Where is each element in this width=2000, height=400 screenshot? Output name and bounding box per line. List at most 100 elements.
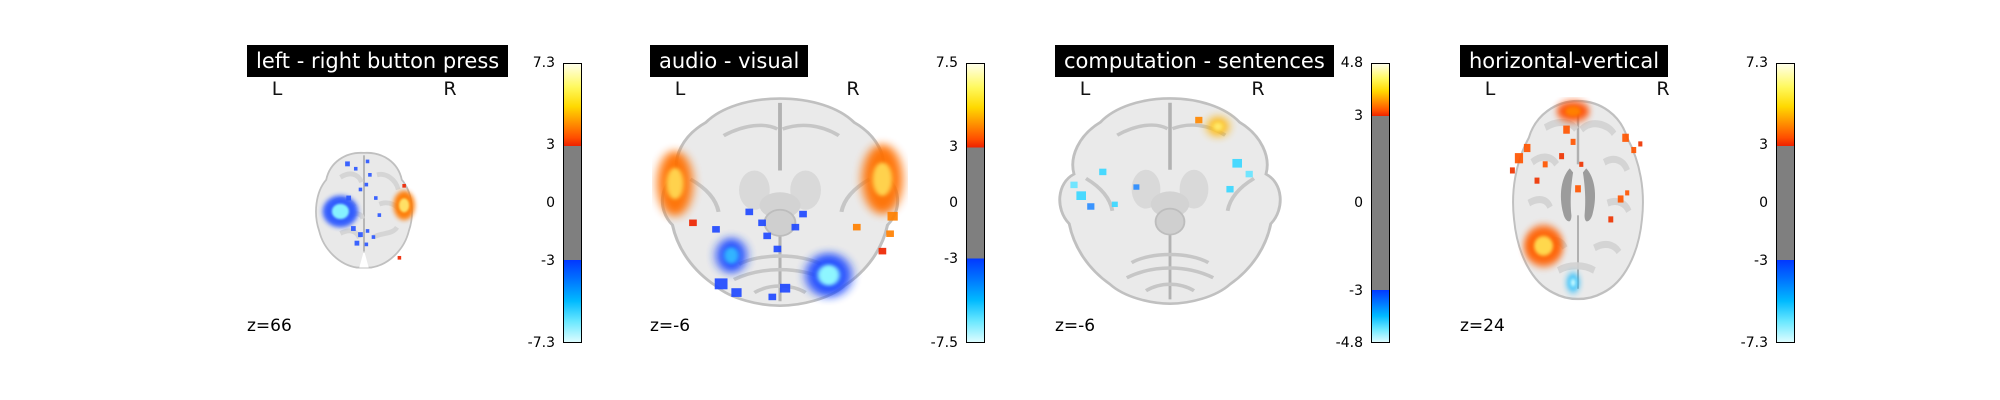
activation-voxel [763, 232, 772, 240]
activation-voxel [365, 229, 370, 233]
colorbar-tick-label: 3 [949, 139, 958, 155]
activation-voxel [371, 235, 376, 239]
panel-title: computation - sentences [1055, 45, 1334, 77]
activation-voxel [364, 242, 369, 247]
activation-voxel [714, 278, 728, 290]
panel-title: audio - visual [650, 45, 809, 77]
activation-cluster-core [723, 247, 739, 264]
activation-voxel [377, 213, 382, 217]
colorbar-tick-label: 3 [1759, 137, 1768, 154]
activation-voxel [773, 245, 782, 253]
right-hemisphere-label: R [846, 78, 860, 100]
activation-cluster-core [1565, 106, 1581, 117]
left-hemisphere-label: L [1484, 78, 1496, 100]
right-hemisphere-label: R [1251, 78, 1265, 100]
activation-voxel [346, 195, 352, 201]
activation-cluster-core [1570, 278, 1576, 288]
stat-map-panel: audio - visual L R z=-6 7.5 3 0 -3 -7.5 [593, 0, 1003, 400]
activation-voxel [758, 219, 766, 227]
brain-slice-image [652, 92, 908, 310]
activation-voxel [852, 223, 861, 231]
activation-voxel [886, 230, 894, 237]
activation-voxel [1133, 184, 1140, 190]
activation-voxel [374, 196, 378, 200]
colorbar-tick-label: -7.5 [930, 335, 958, 351]
activation-voxel [887, 211, 898, 221]
slice-coordinate-label: z=24 [1460, 316, 1505, 336]
activation-voxel [1232, 158, 1242, 168]
activation-voxel [364, 182, 369, 187]
left-hemisphere-label: L [674, 78, 686, 100]
activation-voxel [353, 166, 358, 171]
brain-slice-image [305, 148, 423, 270]
stat-map-panel: left - right button press L R z=66 7.3 3 0… [190, 0, 600, 400]
colorbar-tick-label: 0 [949, 195, 958, 211]
activation-voxel [689, 219, 697, 227]
activation-voxel [745, 208, 754, 216]
colorbar-tick-label: -3 [1754, 252, 1768, 269]
activation-cluster-core [399, 198, 410, 213]
colorbar-tick-label: -4.8 [1335, 335, 1363, 351]
colorbar [1371, 63, 1390, 343]
activation-voxel [1514, 153, 1524, 164]
activation-voxel [1509, 167, 1515, 174]
activation-voxel [1631, 146, 1637, 154]
colorbar [1776, 63, 1795, 343]
activation-voxel [1542, 161, 1548, 168]
stat-map-panel: horizontal-vertical L R z=24 7.3 3 0 -3 -7.3 [1403, 0, 1813, 400]
activation-voxel [358, 232, 363, 238]
activation-voxel [351, 226, 356, 231]
activation-voxel [1570, 138, 1576, 145]
activation-voxel [1111, 201, 1118, 208]
activation-cluster-core [872, 162, 893, 196]
activation-voxel [712, 226, 720, 233]
activation-voxel [731, 288, 742, 297]
colorbar-tick-label: -3 [1349, 282, 1363, 299]
left-hemisphere-label: L [271, 78, 283, 100]
activation-voxel [799, 210, 807, 218]
panel-title: horizontal-vertical [1460, 45, 1669, 77]
activation-voxel [780, 283, 791, 293]
activation-voxel [1070, 181, 1078, 189]
colorbar-tick-label: 7.3 [532, 55, 555, 71]
activation-voxel [358, 187, 363, 192]
activation-voxel [345, 161, 350, 167]
activation-voxel [878, 247, 887, 255]
slice-coordinate-label: z=-6 [650, 316, 691, 336]
activation-voxel [1099, 168, 1107, 176]
colorbar [563, 63, 582, 343]
activation-voxel [1523, 143, 1531, 153]
brain-slice-image [1050, 92, 1290, 308]
activation-cluster-core [331, 203, 349, 220]
activation-voxel [368, 173, 372, 177]
activation-voxel [1563, 125, 1570, 134]
colorbar-tick-label: 7.3 [1745, 55, 1768, 71]
colorbar-tick-label: 0 [1354, 195, 1363, 211]
right-hemisphere-label: R [1656, 78, 1670, 100]
activation-cluster-core [817, 264, 840, 286]
slice-coordinate-label: z=-6 [1055, 316, 1096, 336]
activation-voxel [1226, 185, 1234, 193]
activation-voxel [365, 159, 370, 164]
slice-coordinate-label: z=66 [247, 316, 292, 336]
activation-voxel [1617, 195, 1624, 203]
colorbar-tick-label: 7.5 [935, 55, 958, 71]
panel-title: left - right button press [247, 45, 509, 77]
colorbar-tick-label: -3 [944, 251, 958, 267]
activation-voxel [1608, 216, 1614, 223]
colorbar-tick-label: 0 [546, 195, 555, 211]
activation-cluster-core [1534, 236, 1554, 256]
activation-voxel [1625, 190, 1630, 196]
colorbar [966, 63, 985, 343]
colorbar-tick-label: 4.8 [1340, 55, 1363, 71]
activation-voxel [1534, 177, 1540, 184]
colorbar-tick-label: 3 [546, 137, 555, 154]
activation-voxel [1087, 203, 1095, 210]
activation-voxel [397, 255, 402, 260]
colorbar-tick-label: 3 [1354, 107, 1363, 124]
stat-map-panel: computation - sentences L R z=-6 4.8 3 0 -3… [998, 0, 1408, 400]
activation-cluster-core [1212, 121, 1224, 132]
activation-voxel [1575, 185, 1581, 193]
colorbar-tick-label: -7.3 [527, 335, 555, 351]
